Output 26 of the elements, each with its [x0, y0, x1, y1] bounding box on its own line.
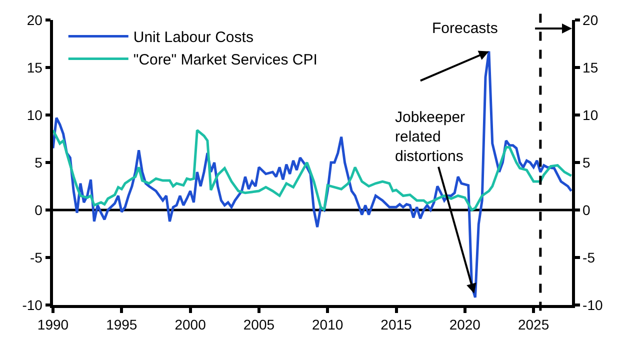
- x-tick-label: 2005: [243, 316, 275, 333]
- y2-tick-label: -10: [582, 296, 603, 313]
- x-tick-label: 2010: [312, 316, 344, 333]
- x-tick-label: 2000: [174, 316, 206, 333]
- y-tick-label: -10: [22, 296, 43, 313]
- y2-tick-label: 5: [582, 154, 591, 170]
- y2-tick-label: 15: [582, 59, 598, 76]
- x-tick-label: 2020: [449, 316, 481, 333]
- x-tick-label: 2015: [380, 316, 412, 333]
- y2-tick-label: 0: [582, 202, 591, 218]
- legend-label: "Core" Market Services CPI: [133, 52, 318, 69]
- y-tick-label: 20: [26, 12, 43, 28]
- y2-tick-label: 10: [582, 106, 598, 123]
- y2-tick-label: 20: [582, 12, 598, 28]
- annotation: Jobkeeper related distortions: [395, 109, 466, 165]
- x-tick-label: 1995: [106, 316, 138, 333]
- y-tick-label: 0: [34, 202, 43, 218]
- y-tick-label: 15: [26, 59, 43, 76]
- y-tick-label: 5: [34, 154, 43, 170]
- x-tick-label: 2025: [518, 316, 550, 333]
- y-tick-label: -5: [30, 249, 43, 266]
- legend-label: Unit Labour Costs: [133, 29, 254, 46]
- ref-line-label: Forecasts: [432, 20, 498, 37]
- y2-tick-label: -5: [582, 249, 596, 266]
- x-tick-label: 1990: [37, 316, 69, 333]
- y-tick-label: 10: [26, 106, 43, 123]
